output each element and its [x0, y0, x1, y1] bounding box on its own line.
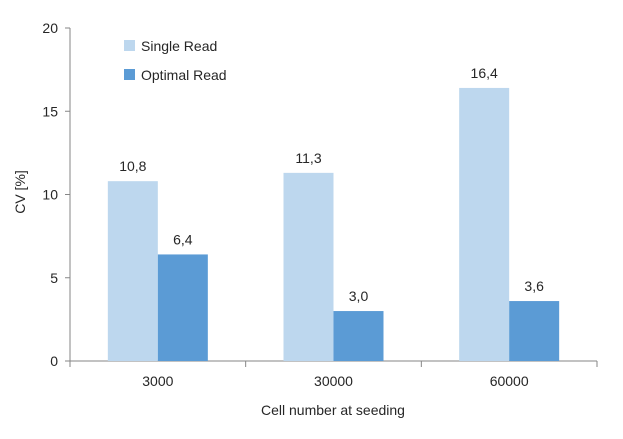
data-label: 11,3 — [295, 150, 321, 166]
legend-swatch — [124, 40, 135, 51]
data-label: 10,8 — [119, 158, 146, 174]
y-tick-label: 0 — [50, 353, 58, 369]
legend-label: Optimal Read — [141, 67, 227, 83]
bar-optimal-read-3000 — [157, 254, 208, 361]
x-tick-label: 30000 — [314, 373, 353, 389]
data-label: 3,6 — [524, 278, 544, 294]
x-axis: 3000 30000 60000 — [69, 360, 598, 389]
y-axis: 0 5 10 15 20 — [42, 20, 71, 369]
y-tick-label: 10 — [42, 187, 58, 203]
x-tick-label: 3000 — [142, 373, 173, 389]
data-label: 6,4 — [173, 231, 193, 247]
legend: Single Read Optimal Read — [124, 38, 227, 83]
bars — [107, 87, 560, 361]
data-labels: 10,8 6,4 11,3 3,0 16,4 3,6 — [119, 65, 544, 304]
legend-swatch — [124, 69, 135, 80]
bar-optimal-read-60000 — [509, 301, 560, 361]
legend-label: Single Read — [141, 38, 217, 54]
bar-optimal-read-30000 — [333, 311, 384, 361]
data-label: 3,0 — [349, 288, 369, 304]
data-label: 16,4 — [471, 65, 498, 81]
bar-single-read-60000 — [459, 87, 510, 361]
y-tick-label: 15 — [42, 103, 58, 119]
x-axis-title: Cell number at seeding — [261, 402, 405, 418]
x-tick-label: 60000 — [490, 373, 529, 389]
bar-single-read-30000 — [283, 172, 334, 361]
bar-single-read-3000 — [107, 181, 158, 361]
y-axis-title: CV [%] — [12, 170, 28, 214]
y-tick-label: 20 — [42, 20, 58, 36]
y-tick-label: 5 — [50, 270, 58, 286]
